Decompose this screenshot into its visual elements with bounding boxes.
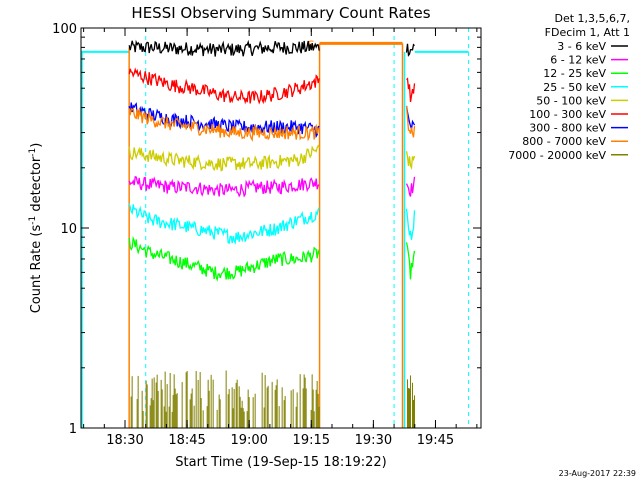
x-tick-label: 18:30 [106, 433, 143, 448]
series-line [405, 43, 415, 57]
legend-header-1: Det 1,3,5,6,7, [554, 12, 630, 25]
series-line [128, 235, 320, 282]
series-line [405, 208, 416, 240]
y-axis-label-sup2: -1 [28, 148, 38, 157]
series-line [405, 105, 416, 138]
x-tick-label: 19:15 [293, 433, 330, 448]
series-line [128, 176, 320, 198]
flag-label: S [308, 38, 315, 51]
series-line [128, 67, 320, 105]
x-tick-label: 19:00 [230, 433, 267, 448]
series-800-7000kev [128, 105, 416, 142]
y-axis-label-mid: detector [29, 156, 44, 216]
y-tick-label: 100 [52, 22, 77, 37]
legend-label: 7000 - 20000 keV [508, 149, 606, 162]
y-axis-label-sup1: -1 [28, 216, 38, 225]
y-axis-label-end: ) [29, 143, 44, 148]
legend-label: 25 - 50 keV [543, 81, 606, 94]
series-line [406, 77, 416, 103]
series-line [128, 144, 320, 172]
y-tick-label: 10 [60, 222, 77, 237]
footer-date: 23-Aug-2017 22:39 [559, 469, 636, 478]
series-25-50kev [128, 203, 416, 245]
legend: Det 1,3,5,6,7, FDecim 1, Att 1 3 - 6 keV… [508, 12, 630, 162]
series-line [128, 107, 320, 142]
legend-label: 300 - 800 keV [529, 122, 606, 135]
chart-title: HESSI Observing Summary Count Rates [131, 4, 430, 22]
plot-area: S [81, 28, 470, 428]
series-100-300kev [128, 67, 416, 105]
series-line [128, 39, 320, 57]
x-axis: 18:30 18:45 19:00 19:15 19:30 19:45 [83, 28, 478, 448]
y-axis-label: Count Rate (s-1 detector-1) [28, 143, 44, 314]
series-7000-20000kev [130, 370, 415, 428]
series-line [128, 203, 320, 245]
series-line [405, 176, 416, 197]
legend-label: 100 - 300 keV [529, 108, 606, 121]
series-50-100kev [128, 144, 416, 172]
x-tick-label: 19:30 [355, 433, 392, 448]
series-line [405, 151, 416, 171]
series-12-25kev [128, 235, 416, 282]
y-axis: 1 10 100 [52, 22, 481, 437]
y-axis-label-main: Count Rate (s [29, 225, 44, 314]
series-3-6kev [128, 39, 415, 57]
legend-label: 50 - 100 keV [536, 94, 606, 107]
x-tick-label: 18:45 [168, 433, 205, 448]
legend-header-2: FDecim 1, Att 1 [545, 26, 630, 39]
x-tick-label: 19:45 [417, 433, 454, 448]
legend-label: 12 - 25 keV [543, 67, 606, 80]
y-tick-label: 1 [69, 422, 77, 437]
x-axis-label: Start Time (19-Sep-15 18:19:22) [175, 455, 386, 470]
series-line [405, 242, 416, 280]
legend-label: 6 - 12 keV [550, 54, 606, 67]
legend-label: 800 - 7000 keV [522, 135, 606, 148]
series-6-12kev [128, 176, 416, 198]
legend-label: 3 - 6 keV [557, 40, 606, 53]
